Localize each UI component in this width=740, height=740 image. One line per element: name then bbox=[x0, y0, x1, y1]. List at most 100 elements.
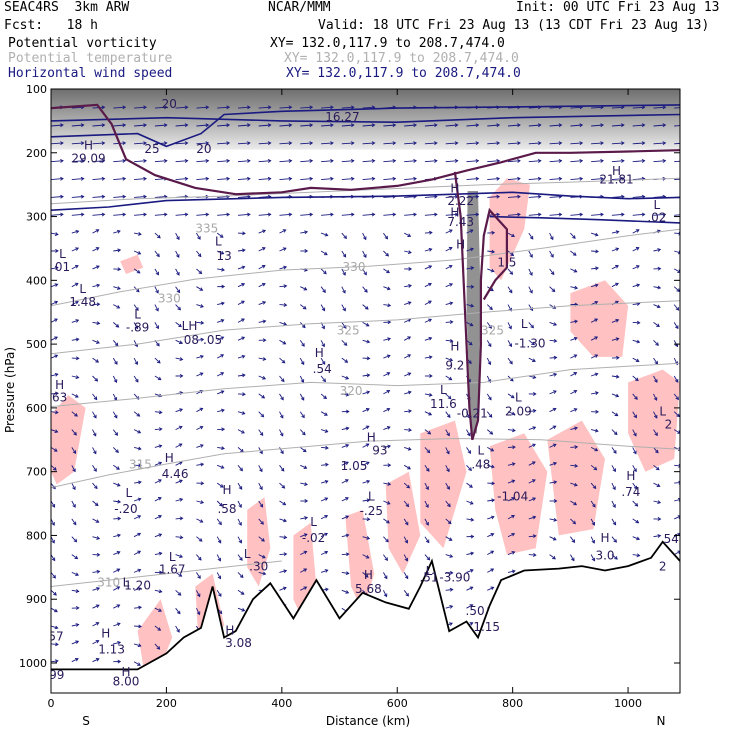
wind-vector-head bbox=[512, 445, 516, 450]
wind-vector bbox=[341, 304, 346, 311]
wind-vector-head bbox=[241, 336, 246, 341]
wind-vector bbox=[383, 590, 387, 597]
wind-vector-head bbox=[158, 533, 163, 537]
wind-vector-head bbox=[262, 376, 267, 380]
extremum-label: H bbox=[367, 431, 376, 445]
wind-vector-head bbox=[51, 557, 56, 562]
wind-vector-head bbox=[594, 354, 599, 358]
wind-vector-head bbox=[641, 212, 646, 217]
wind-vector bbox=[258, 465, 263, 472]
wind-vector bbox=[217, 409, 225, 413]
wind-vector-head bbox=[657, 534, 662, 538]
wind-vector bbox=[611, 142, 624, 145]
wind-vector bbox=[237, 249, 245, 252]
wind-vector-head bbox=[242, 231, 246, 236]
wind-vector-head bbox=[615, 300, 619, 305]
wind-vector bbox=[549, 304, 556, 309]
wind-vector-head bbox=[537, 158, 542, 163]
wind-vector bbox=[528, 196, 541, 198]
wind-vector bbox=[196, 142, 209, 145]
wind-vector-head bbox=[366, 356, 371, 361]
wind-vector-head bbox=[511, 479, 516, 484]
wind-vector-head bbox=[428, 318, 432, 323]
wind-vector bbox=[632, 284, 640, 288]
wind-vector-head bbox=[325, 462, 329, 467]
wind-vector bbox=[113, 304, 120, 309]
wind-vector-head bbox=[406, 484, 411, 489]
wind-vector bbox=[486, 357, 491, 365]
wind-vector bbox=[92, 411, 97, 419]
wind-vector bbox=[549, 250, 554, 258]
wind-vector bbox=[570, 142, 583, 145]
wind-vector-head bbox=[95, 658, 100, 662]
wind-vector-head bbox=[282, 501, 287, 506]
wind-vector bbox=[487, 499, 495, 502]
wind-vector-head bbox=[283, 303, 288, 307]
wind-vector-head bbox=[261, 395, 266, 399]
wind-vector-head bbox=[280, 467, 285, 472]
wind-vector-head bbox=[158, 589, 163, 594]
wind-vector bbox=[216, 572, 221, 579]
wind-vector bbox=[445, 482, 450, 490]
wind-vector bbox=[383, 268, 390, 274]
wind-vector-head bbox=[447, 395, 452, 400]
wind-vector bbox=[362, 374, 370, 377]
wind-vector-head bbox=[262, 338, 267, 343]
wind-vector-head bbox=[281, 359, 286, 364]
wind-vector bbox=[403, 232, 411, 237]
wind-vector bbox=[486, 340, 492, 347]
wind-vector-head bbox=[321, 361, 326, 365]
wind-vector-head bbox=[283, 265, 288, 270]
wind-vector bbox=[217, 250, 224, 255]
wind-vector-head bbox=[342, 271, 346, 276]
wind-vector bbox=[237, 500, 242, 508]
wind-vector-head bbox=[530, 324, 534, 329]
wind-vector bbox=[445, 605, 453, 609]
wind-vector bbox=[92, 142, 105, 145]
wind-vector bbox=[570, 464, 578, 467]
wind-vector-head bbox=[309, 176, 314, 181]
wind-vector bbox=[507, 411, 515, 415]
wind-vector bbox=[591, 213, 604, 216]
wind-vector bbox=[570, 178, 583, 181]
wind-vector-head bbox=[408, 283, 412, 288]
wind-vector bbox=[424, 232, 432, 234]
wind-vector-head bbox=[94, 502, 99, 507]
wind-vector bbox=[300, 533, 308, 538]
wind-vector-head bbox=[75, 572, 79, 577]
wind-vector-head bbox=[94, 377, 99, 382]
wind-vector-head bbox=[324, 251, 328, 256]
wind-vector bbox=[632, 500, 638, 507]
wind-vector-head bbox=[238, 486, 243, 490]
wind-vector-head bbox=[324, 532, 328, 537]
wind-vector-head bbox=[281, 484, 286, 489]
wind-vector-head bbox=[217, 575, 222, 580]
wind-vector-head bbox=[114, 361, 118, 365]
wind-vector-head bbox=[552, 425, 557, 430]
wind-vector-head bbox=[447, 520, 452, 525]
wind-vector bbox=[466, 267, 474, 270]
wind-vector-head bbox=[96, 302, 101, 307]
wind-vector bbox=[196, 160, 209, 163]
wind-vector bbox=[341, 232, 347, 239]
wind-vector-head bbox=[511, 497, 516, 501]
extremum-label: 3.08 bbox=[225, 636, 252, 650]
wind-vector-head bbox=[427, 430, 432, 435]
wind-vector bbox=[92, 178, 105, 181]
wind-vector bbox=[113, 213, 126, 216]
x-tick-label: 800 bbox=[502, 697, 523, 710]
wind-vector-head bbox=[304, 516, 309, 520]
extremum-label: .51 bbox=[419, 570, 438, 584]
wind-vector bbox=[154, 552, 162, 556]
wind-vector bbox=[217, 213, 230, 216]
wind-vector bbox=[175, 142, 188, 145]
wind-vector-head bbox=[92, 432, 97, 437]
wind-vector bbox=[154, 445, 162, 448]
wind-vector bbox=[237, 465, 243, 471]
wind-vector bbox=[92, 500, 99, 506]
wind-vector bbox=[196, 444, 204, 448]
wind-vector bbox=[237, 429, 245, 434]
wind-vector bbox=[237, 374, 245, 377]
wind-vector-head bbox=[122, 141, 127, 145]
wind-vector-head bbox=[387, 303, 392, 308]
